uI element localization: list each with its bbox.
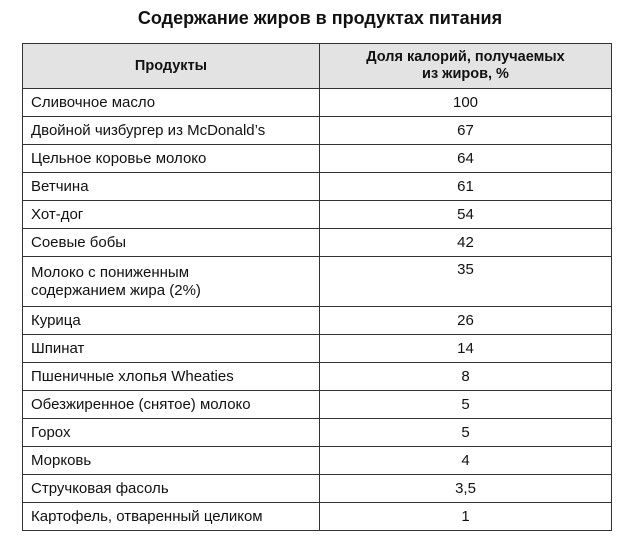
product-cell: Ветчина bbox=[22, 172, 320, 201]
table-row: Соевые бобы 42 bbox=[22, 228, 612, 257]
fat-share-value: 14 bbox=[319, 334, 612, 363]
fat-share-value: 35 bbox=[319, 256, 612, 307]
table-row: Молоко с пониженным содержанием жира (2%)… bbox=[22, 256, 612, 307]
table-title: Содержание жиров в продуктах питания bbox=[137, 8, 503, 28]
product-name: Стручковая фасоль bbox=[31, 479, 169, 497]
table-row: Картофель, отваренный целиком 1 bbox=[22, 502, 612, 531]
product-name: Молоко с пониженным bbox=[31, 263, 190, 281]
product-name: Шпинат bbox=[31, 339, 85, 357]
fat-share-value: 5 bbox=[319, 390, 612, 419]
fat-share-value: 1 bbox=[319, 502, 612, 531]
fat-share-value: 100 bbox=[319, 88, 612, 117]
product-name: Ветчина bbox=[31, 177, 89, 195]
product-name: Соевые бобы bbox=[31, 233, 127, 251]
product-cell: Цельное коровье молоко bbox=[22, 144, 320, 173]
product-name: Горох bbox=[31, 423, 71, 441]
fat-share-value: 67 bbox=[319, 116, 612, 145]
table-row: Пшеничные хлопья Wheaties 8 bbox=[22, 362, 612, 391]
product-cell: Двойной чизбургер из McDonald’s bbox=[22, 116, 320, 145]
fat-content-table: Продукты Доля калорий, получаемых из жиро… bbox=[22, 43, 612, 531]
header-fat-share: Доля калорий, получаемых из жиров, % bbox=[319, 43, 612, 89]
fat-share-value: 5 bbox=[319, 418, 612, 447]
product-cell: Молоко с пониженным содержанием жира (2%) bbox=[22, 256, 320, 307]
product-cell: Картофель, отваренный целиком bbox=[22, 502, 320, 531]
product-cell: Сливочное масло bbox=[22, 88, 320, 117]
product-cell: Обезжиренное (снятое) молоко bbox=[22, 390, 320, 419]
product-cell: Морковь bbox=[22, 446, 320, 475]
table-row: Курица 26 bbox=[22, 306, 612, 335]
product-name: Курица bbox=[31, 311, 81, 329]
product-name: Сливочное масло bbox=[31, 93, 156, 111]
table-row: Шпинат 14 bbox=[22, 334, 612, 363]
product-name-line2: содержанием жира (2%) bbox=[31, 281, 201, 299]
fat-share-value: 26 bbox=[319, 306, 612, 335]
table-row: Обезжиренное (снятое) молоко 5 bbox=[22, 390, 612, 419]
product-cell: Хот-дог bbox=[22, 200, 320, 229]
header-fat-share-line1: Доля калорий, получаемых bbox=[366, 49, 565, 65]
product-cell: Горох bbox=[22, 418, 320, 447]
table-row: Хот-дог 54 bbox=[22, 200, 612, 229]
product-name: Хот-дог bbox=[31, 205, 84, 223]
product-name: Морковь bbox=[31, 451, 92, 469]
product-name: Обезжиренное (снятое) молоко bbox=[31, 395, 251, 413]
product-cell: Шпинат bbox=[22, 334, 320, 363]
table-body: Сливочное масло 100 Двойной чизбургер из M… bbox=[22, 88, 612, 531]
fat-share-value: 8 bbox=[319, 362, 612, 391]
fat-share-value: 42 bbox=[319, 228, 612, 257]
table-row: Морковь 4 bbox=[22, 446, 612, 475]
product-cell: Соевые бобы bbox=[22, 228, 320, 257]
header-fat-share-line2: из жиров, % bbox=[422, 66, 509, 82]
table-header-row: Продукты Доля калорий, получаемых из жиро… bbox=[22, 43, 612, 89]
product-name: Картофель, отваренный целиком bbox=[31, 507, 263, 525]
table-row: Стручковая фасоль 3,5 bbox=[22, 474, 612, 503]
table-row: Сливочное масло 100 bbox=[22, 88, 612, 117]
table-row: Горох 5 bbox=[22, 418, 612, 447]
table-row: Цельное коровье молоко 64 bbox=[22, 144, 612, 173]
product-cell: Пшеничные хлопья Wheaties bbox=[22, 362, 320, 391]
product-name: Двойной чизбургер из McDonald’s bbox=[31, 121, 266, 139]
product-name: Цельное коровье молоко bbox=[31, 149, 207, 167]
product-cell: Курица bbox=[22, 306, 320, 335]
fat-share-value: 4 bbox=[319, 446, 612, 475]
fat-share-value: 3,5 bbox=[319, 474, 612, 503]
product-name: Пшеничные хлопья Wheaties bbox=[31, 367, 234, 385]
header-products: Продукты bbox=[22, 43, 320, 89]
fat-share-value: 61 bbox=[319, 172, 612, 201]
fat-share-value: 64 bbox=[319, 144, 612, 173]
product-cell: Стручковая фасоль bbox=[22, 474, 320, 503]
table-row: Ветчина 61 bbox=[22, 172, 612, 201]
fat-share-value: 54 bbox=[319, 200, 612, 229]
table-row: Двойной чизбургер из McDonald’s 67 bbox=[22, 116, 612, 145]
